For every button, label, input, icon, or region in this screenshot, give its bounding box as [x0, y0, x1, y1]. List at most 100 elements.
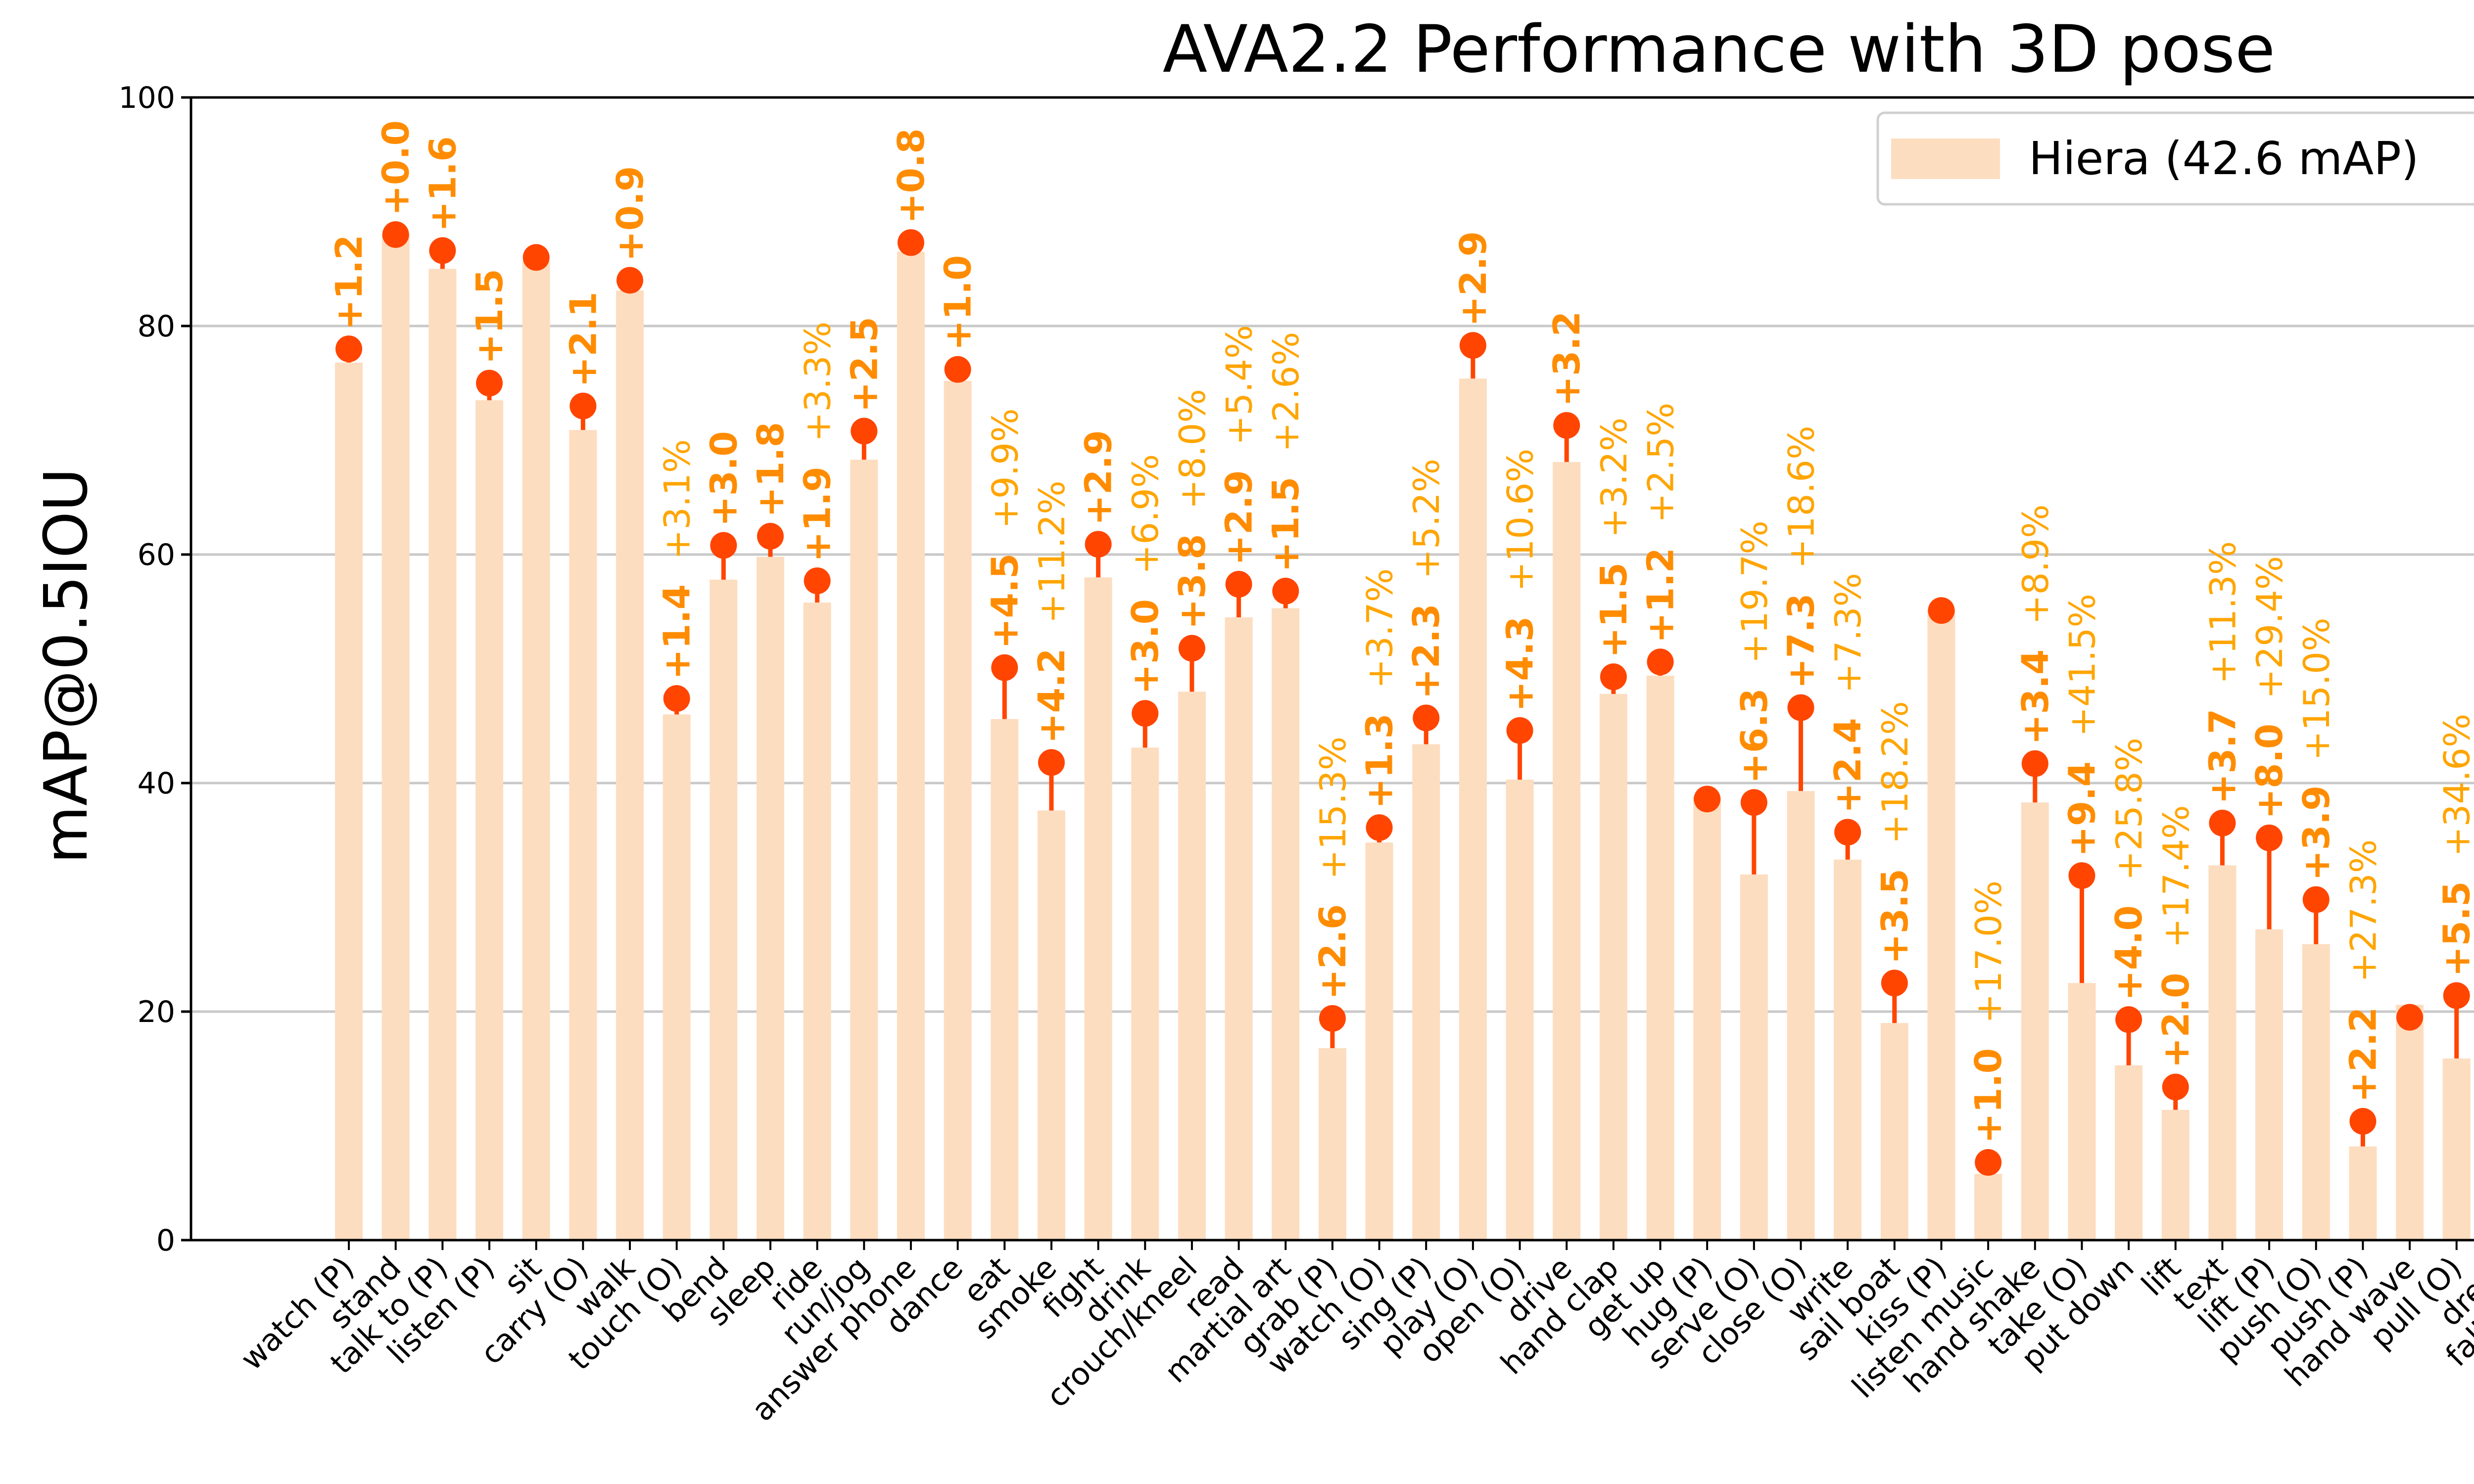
y-tick-label: 80 — [138, 309, 175, 344]
absolute-gain-label: +3.8 — [1171, 534, 1214, 629]
hiera-bar — [475, 400, 503, 1240]
relative-gain-label: +17.0% — [1968, 881, 2009, 1023]
hiera-bar — [616, 290, 644, 1240]
lart-point — [2115, 1006, 2142, 1033]
lart-point — [382, 221, 409, 248]
absolute-gain-label: +0.9 — [609, 166, 652, 262]
lart-point — [2162, 1073, 2189, 1101]
lart-point — [1413, 704, 1440, 732]
lart-point — [476, 370, 503, 397]
legend: Hiera (42.6 mAP) LART-Hiera (45.1 mAP) — [1876, 111, 2474, 206]
lart-point — [1694, 786, 1721, 813]
absolute-gain-label: +2.9 — [1078, 430, 1120, 525]
relative-gain-label: +6.9% — [1125, 454, 1166, 574]
absolute-gain-label: +1.6 — [422, 136, 464, 232]
hiera-bar — [1787, 791, 1815, 1240]
relative-gain-label: +8.0% — [1172, 389, 1213, 509]
relative-gain-label: +11.3% — [2202, 541, 2243, 684]
absolute-gain-label: +0.0 — [375, 120, 418, 216]
relative-gain-label: +3.7% — [1359, 568, 1401, 689]
hiera-bar — [569, 430, 597, 1241]
relative-gain-label: +17.4% — [2155, 805, 2197, 948]
absolute-gain-label: +2.9 — [1452, 231, 1495, 326]
y-tick-label: 100 — [118, 81, 175, 115]
hiera-bar — [710, 579, 738, 1240]
hiera-bar — [803, 603, 831, 1240]
legend-box — [1876, 111, 2474, 206]
relative-gain-label: +19.7% — [1734, 520, 1775, 663]
lart-point — [1600, 663, 1627, 691]
relative-gain-label: +29.4% — [2249, 556, 2290, 699]
hiera-bar — [1459, 378, 1487, 1240]
hiera-bar — [1693, 796, 1721, 1240]
absolute-gain-label: +3.2 — [1546, 311, 1588, 407]
relative-gain-label: +34.6% — [2436, 714, 2474, 857]
absolute-gain-label: +9.4 — [2061, 761, 2103, 857]
lart-point — [1132, 700, 1159, 727]
lart-point — [1085, 531, 1112, 558]
absolute-gain-label: +1.9 — [797, 466, 839, 562]
lart-point — [851, 417, 878, 445]
hiera-bar — [1365, 842, 1393, 1240]
absolute-gain-label: +6.3 — [1733, 688, 1776, 784]
absolute-gain-label: +4.0 — [2108, 905, 2150, 1001]
y-tick-label: 60 — [138, 538, 175, 572]
absolute-gain-label: +1.5 — [1593, 562, 1635, 658]
absolute-gain-label: +1.0 — [1967, 1048, 2010, 1144]
lart-point — [335, 335, 362, 363]
absolute-gain-label: +4.2 — [1031, 648, 1073, 743]
lart-point — [897, 229, 924, 256]
lart-point — [1740, 789, 1767, 816]
hiera-bars — [335, 234, 2471, 1241]
relative-gain-label: +15.3% — [1312, 737, 1354, 880]
relative-gain-label: +3.3% — [797, 322, 839, 442]
lart-point — [1459, 332, 1486, 359]
lart-point — [2349, 1108, 2377, 1135]
lart-point — [1506, 717, 1533, 744]
hiera-bar — [663, 714, 691, 1240]
lart-point — [1178, 635, 1205, 662]
hiera-bar — [1880, 1023, 1908, 1240]
relative-gain-label: +8.9% — [2015, 504, 2056, 624]
hiera-bar — [2302, 944, 2330, 1240]
lart-point — [1647, 649, 1674, 676]
y-axis-label: mAP@0.5IOU — [32, 468, 101, 864]
lart-point — [429, 237, 456, 264]
hiera-bar — [522, 261, 550, 1240]
hiera-bar — [1740, 874, 1768, 1240]
relative-gain-label: +2.6% — [1265, 332, 1307, 452]
relative-gain-label: +3.2% — [1593, 417, 1635, 538]
hiera-bar — [1412, 744, 1440, 1240]
lart-point — [2302, 886, 2330, 913]
relative-gain-label: +27.3% — [2342, 839, 2384, 982]
absolute-gain-label: +3.9 — [2295, 786, 2338, 881]
lart-point — [1038, 749, 1065, 776]
y-tick-label: 40 — [138, 766, 175, 801]
hiera-bar — [1974, 1174, 2002, 1240]
absolute-gain-label: +1.3 — [1359, 713, 1401, 809]
lart-point — [523, 244, 550, 271]
hiera-bar — [2396, 1005, 2424, 1240]
hiera-bar — [2161, 1110, 2189, 1240]
relative-gain-label: +9.9% — [984, 408, 1026, 528]
absolute-gain-label: +2.9 — [1218, 470, 1261, 565]
lart-point — [1881, 970, 1908, 997]
absolute-gain-label: +2.2 — [2342, 1007, 2384, 1103]
hiera-bar — [944, 380, 972, 1240]
relative-gain-label: +2.5% — [1640, 403, 1682, 523]
lart-point — [1928, 597, 1955, 624]
lart-point — [710, 532, 737, 559]
y-tick-label: 20 — [138, 995, 175, 1029]
relative-gain-label: +41.5% — [2061, 594, 2103, 737]
chart-title: AVA2.2 Performance with 3D pose — [1163, 11, 2275, 88]
absolute-gain-label: +2.3 — [1405, 603, 1448, 699]
hiera-bar — [381, 234, 410, 1241]
lart-point — [2209, 809, 2236, 836]
lart-point — [757, 523, 784, 550]
lart-point — [2396, 1004, 2424, 1031]
absolute-gain-label: +4.3 — [1499, 616, 1542, 712]
legend-hiera-swatch — [1891, 139, 2000, 179]
lart-point — [2443, 982, 2470, 1009]
